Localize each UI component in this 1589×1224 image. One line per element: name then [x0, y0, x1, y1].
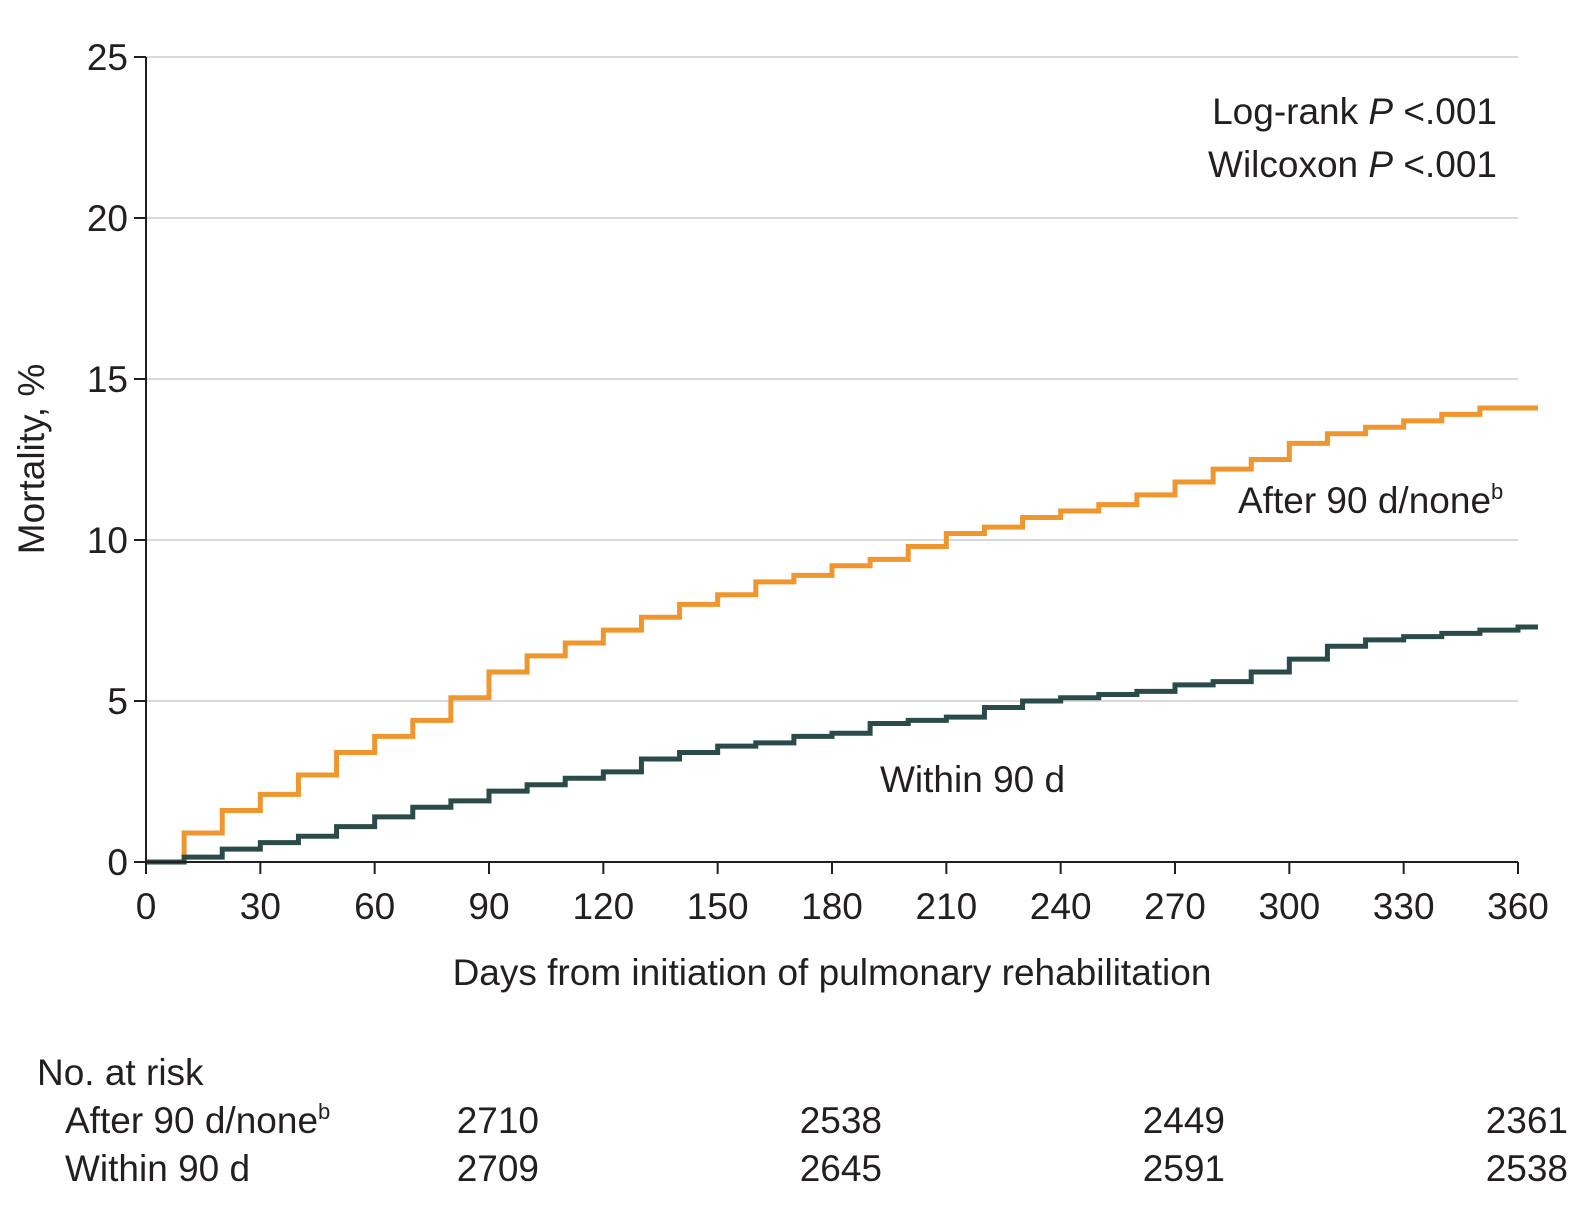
x-tick-label: 330	[1373, 886, 1435, 927]
x-tick-label: 240	[1030, 886, 1092, 927]
risk-within-d360: 2538	[1485, 1148, 1568, 1189]
x-tick-label: 180	[801, 886, 863, 927]
x-tick-label: 120	[572, 886, 634, 927]
x-tick-label: 90	[468, 886, 509, 927]
series-line-after-90d	[146, 405, 1538, 865]
logrank-annotation: Log-rank P <.001	[1212, 91, 1497, 132]
risk-after-d120: 2538	[799, 1100, 882, 1141]
x-axis-title: Days from initiation of pulmonary rehabi…	[453, 952, 1212, 993]
y-tick-label: 20	[87, 198, 128, 239]
gridlines	[146, 56, 1518, 702]
risk-row-label-within: Within 90 d	[65, 1148, 251, 1189]
risk-table-title: No. at risk	[37, 1052, 204, 1093]
y-tick-label: 15	[87, 359, 128, 400]
risk-after-d0: 2710	[456, 1100, 539, 1141]
x-tick-label: 210	[915, 886, 977, 927]
y-tick-label: 0	[107, 842, 128, 883]
series-layer	[146, 405, 1538, 865]
risk-after-d360: 2361	[1485, 1100, 1568, 1141]
y-axis-title: Mortality, %	[11, 364, 52, 555]
x-tick-label: 150	[687, 886, 749, 927]
x-tick-label: 360	[1487, 886, 1549, 927]
risk-within-d120: 2645	[799, 1148, 882, 1189]
x-tick-label: 30	[240, 886, 281, 927]
series-label-after: After 90 d/noneb	[1238, 479, 1503, 521]
y-ticks: 0 5 10 15 20 25	[87, 37, 146, 883]
risk-within-d240: 2591	[1142, 1148, 1225, 1189]
x-tick-label: 0	[136, 886, 157, 927]
y-tick-label: 5	[107, 681, 128, 722]
series-line-within-90d	[146, 624, 1538, 865]
risk-row-label-after: After 90 d/noneb	[65, 1099, 331, 1141]
wilcoxon-annotation: Wilcoxon P <.001	[1208, 144, 1497, 185]
x-ticks: 0 30 60 90 120 150 180 210 240 270 300 330 360	[136, 862, 1549, 927]
x-tick-label: 270	[1144, 886, 1206, 927]
y-tick-label: 25	[87, 37, 128, 78]
risk-after-d240: 2449	[1142, 1100, 1225, 1141]
series-label-within: Within 90 d	[880, 759, 1065, 800]
risk-within-d0: 2709	[456, 1148, 539, 1189]
y-tick-label: 10	[87, 520, 128, 561]
x-tick-label: 300	[1258, 886, 1320, 927]
x-tick-label: 60	[354, 886, 395, 927]
